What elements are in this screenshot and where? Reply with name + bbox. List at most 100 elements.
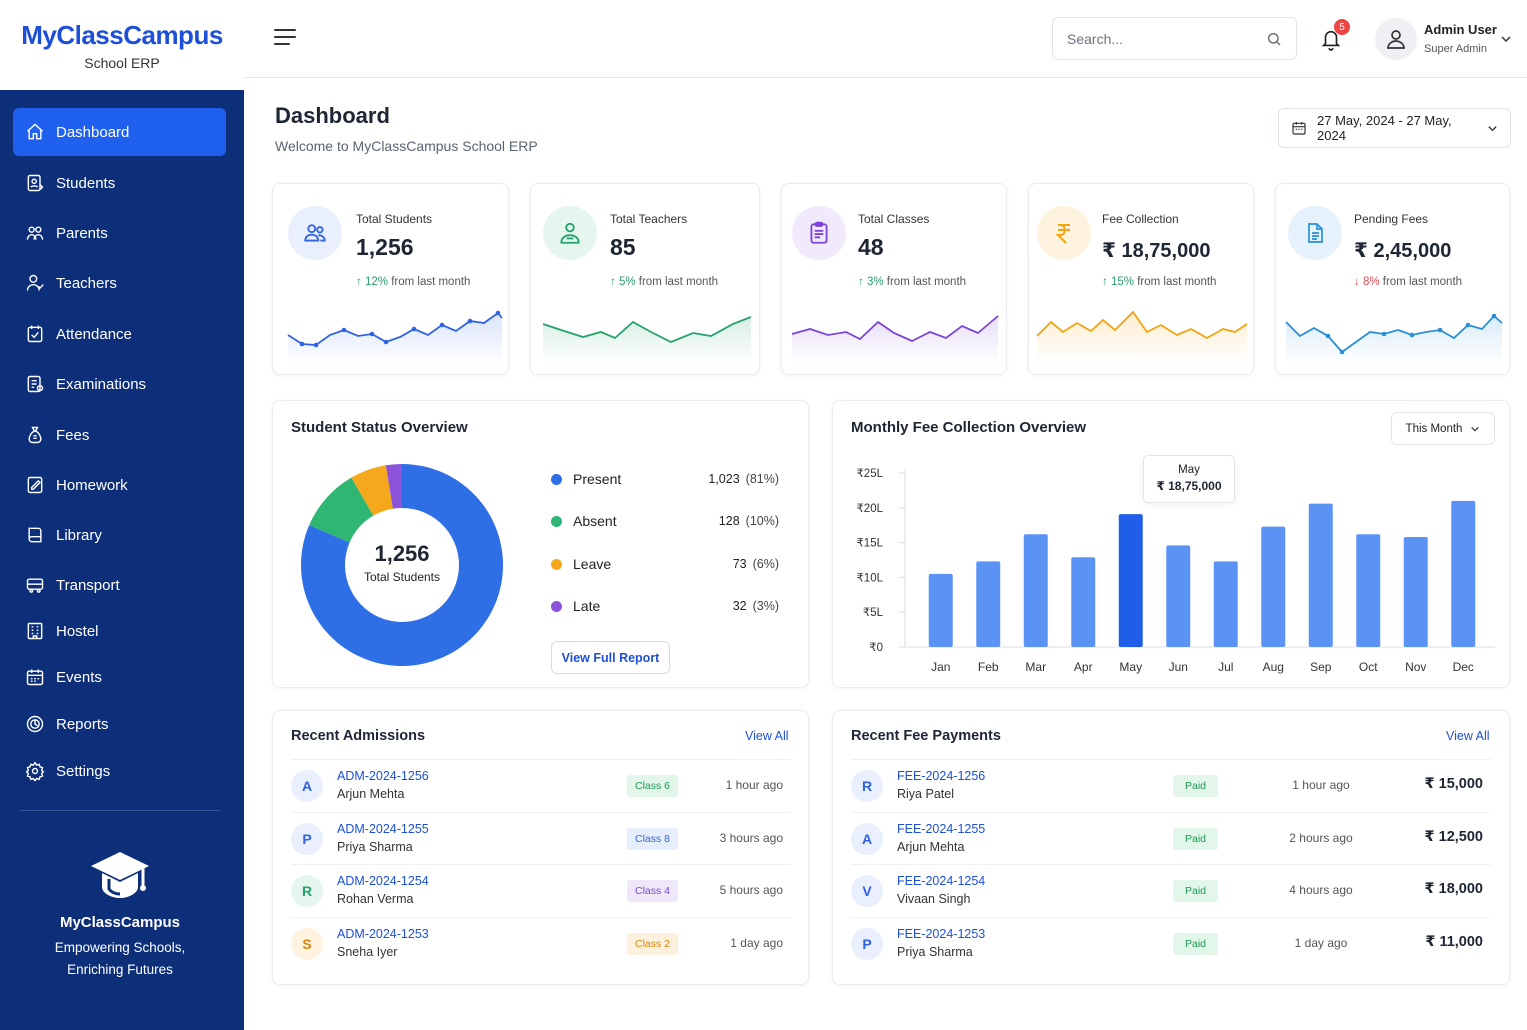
chevron-down-icon[interactable] xyxy=(1500,33,1512,45)
avatar[interactable] xyxy=(1375,18,1417,60)
payer-name: Arjun Mehta xyxy=(897,839,965,854)
stat-change: ↑ 12% from last month xyxy=(356,276,470,288)
bar-sep[interactable] xyxy=(1308,503,1333,647)
admission-id[interactable]: ADM-2024-1256 xyxy=(337,769,429,783)
sparkline-chart xyxy=(543,316,752,364)
sidebar-item-students[interactable]: Students xyxy=(13,159,226,207)
fee-id[interactable]: FEE-2024-1255 xyxy=(897,821,986,836)
sidebar-item-teachers[interactable]: Teachers xyxy=(13,259,226,307)
stat-change-text: from last month xyxy=(886,276,967,288)
sidebar-item-settings[interactable]: Settings xyxy=(13,747,226,795)
teacher-icon xyxy=(25,273,45,293)
x-tick-label: Nov xyxy=(1405,660,1426,674)
bar-nov[interactable] xyxy=(1403,537,1428,647)
class-badge: Class 4 xyxy=(627,880,679,902)
search-icon[interactable] xyxy=(1266,31,1282,47)
bar-feb[interactable] xyxy=(976,561,1001,647)
view-all-payments-link[interactable]: View All xyxy=(1446,729,1490,743)
list-item[interactable]: R FEE-2024-1256 Riya Patel Paid 1 hour ago ₹ … xyxy=(851,759,1491,811)
fee-id[interactable]: FEE-2024-1253 xyxy=(897,926,986,941)
bar-dec[interactable] xyxy=(1451,500,1476,647)
view-full-report-button[interactable]: View Full Report xyxy=(551,641,670,674)
list-item[interactable]: S ADM-2024-1253 Sneha Iyer Class 2 1 day ago xyxy=(291,916,791,969)
sidebar-item-fees[interactable]: Fees xyxy=(13,411,226,459)
sidebar-item-label: Settings xyxy=(56,762,111,780)
sidebar-item-label: Reports xyxy=(56,715,109,733)
list-item[interactable]: V FEE-2024-1254 Vivaan Singh Paid 4 hours ag… xyxy=(851,864,1491,916)
graduation-cap-icon xyxy=(89,848,151,904)
bar-jan[interactable] xyxy=(928,573,953,647)
bar-apr[interactable] xyxy=(1071,557,1096,647)
legend-dot xyxy=(551,515,562,527)
arrow-up-icon: ↑ xyxy=(1102,276,1108,288)
sidebar-item-hostel[interactable]: Hostel xyxy=(13,607,226,655)
donut-slice-absent[interactable] xyxy=(309,477,374,543)
donut-slice-late[interactable] xyxy=(385,464,402,509)
legend-item-absent: Absent 128 (10%) xyxy=(551,511,779,531)
legend-pct: (10%) xyxy=(745,514,779,528)
student-name: Arjun Mehta xyxy=(337,787,405,801)
hamburger-menu-icon[interactable] xyxy=(274,28,298,48)
admission-id[interactable]: ADM-2024-1254 xyxy=(337,874,429,888)
list-item[interactable]: P FEE-2024-1253 Priya Sharma Paid 1 day ago ₹… xyxy=(851,916,1491,969)
payer-name: Vivaan Singh xyxy=(897,892,971,906)
stat-card-total-students[interactable]: Total Students 1,256 ↑ 12% from last mon… xyxy=(272,183,509,375)
list-item[interactable]: A ADM-2024-1256 Arjun Mehta Class 6 1 hour a… xyxy=(291,759,791,811)
date-range-label: 27 May, 2024 - 27 May, 2024 xyxy=(1317,113,1452,143)
stat-card-fee-collection[interactable]: Fee Collection ₹ 18,75,000 ↑ 15% from la… xyxy=(1028,183,1254,375)
legend-pct: (6%) xyxy=(752,557,779,571)
fee-id[interactable]: FEE-2024-1256 xyxy=(897,769,986,783)
bar-may[interactable] xyxy=(1118,514,1143,647)
list-item[interactable]: R ADM-2024-1254 Rohan Verma Class 4 5 hours … xyxy=(291,864,791,916)
bar-aug[interactable] xyxy=(1261,526,1286,647)
search-input[interactable] xyxy=(1067,30,1247,47)
stat-change: ↑ 3% from last month xyxy=(858,276,966,288)
top-header: 5 Admin User Super Admin xyxy=(244,0,1527,78)
stat-value: ₹ 18,75,000 xyxy=(1102,240,1211,262)
stat-label: Total Students xyxy=(356,212,433,226)
fee-id[interactable]: FEE-2024-1254 xyxy=(897,874,986,888)
sidebar-item-parents[interactable]: Parents xyxy=(13,209,226,257)
timestamp: 1 hour ago xyxy=(1292,778,1350,792)
period-filter-dropdown[interactable]: This Month xyxy=(1391,412,1495,445)
stat-label: Fee Collection xyxy=(1102,212,1179,226)
exam-icon xyxy=(25,374,45,394)
donut-center-value: 1,256 xyxy=(374,541,430,566)
sidebar-item-attendance[interactable]: Attendance xyxy=(13,310,226,358)
stat-change: ↓ 8% from last month xyxy=(1354,276,1462,288)
sparkline-chart xyxy=(1036,310,1248,364)
sidebar-item-events[interactable]: Events xyxy=(13,653,226,701)
sidebar-item-reports[interactable]: Reports xyxy=(13,700,226,748)
admission-id[interactable]: ADM-2024-1253 xyxy=(337,926,429,941)
sidebar-item-examinations[interactable]: Examinations xyxy=(13,360,226,408)
donut-slice-present[interactable] xyxy=(301,464,503,666)
search-box[interactable] xyxy=(1052,17,1297,60)
section-title: Student Status Overview xyxy=(291,419,468,436)
stat-card-pending-fees[interactable]: Pending Fees ₹ 2,45,000 ↓ 8% from last m… xyxy=(1275,183,1510,375)
clipboard-icon xyxy=(792,206,846,260)
date-range-picker[interactable]: 27 May, 2024 - 27 May, 2024 xyxy=(1278,108,1511,148)
bar-jul[interactable] xyxy=(1213,561,1238,647)
stat-card-total-classes[interactable]: Total Classes 48 ↑ 3% from last month xyxy=(781,183,1007,375)
list-item[interactable]: A FEE-2024-1255 Arjun Mehta Paid 2 hours ago… xyxy=(851,811,1491,864)
bar-oct[interactable] xyxy=(1356,534,1381,647)
payment-amount: ₹ 15,000 xyxy=(1424,776,1483,792)
bell-icon[interactable] xyxy=(1320,27,1344,51)
bar-jun[interactable] xyxy=(1166,545,1191,647)
bar-mar[interactable] xyxy=(1023,534,1048,647)
admission-id[interactable]: ADM-2024-1255 xyxy=(337,821,429,836)
brand-logo[interactable]: MyClassCampus School ERP xyxy=(0,0,244,90)
donut-slice-leave[interactable] xyxy=(351,465,393,516)
sidebar-item-dashboard[interactable]: Dashboard xyxy=(13,108,226,156)
sidebar-item-label: Homework xyxy=(56,476,128,494)
status-badge: Paid xyxy=(1173,932,1219,955)
view-all-admissions-link[interactable]: View All xyxy=(745,729,789,743)
list-item[interactable]: P ADM-2024-1255 Priya Sharma Class 8 3 hours… xyxy=(291,811,791,864)
legend-dot xyxy=(551,473,562,485)
user-name[interactable]: Admin User xyxy=(1424,22,1497,37)
sidebar-item-homework[interactable]: Homework xyxy=(13,461,226,509)
stat-change-text: from last month xyxy=(638,276,719,288)
stat-card-total-teachers[interactable]: Total Teachers 85 ↑ 5% from last month xyxy=(530,183,760,375)
sidebar-item-library[interactable]: Library xyxy=(13,511,226,559)
sidebar-item-transport[interactable]: Transport xyxy=(13,561,226,609)
